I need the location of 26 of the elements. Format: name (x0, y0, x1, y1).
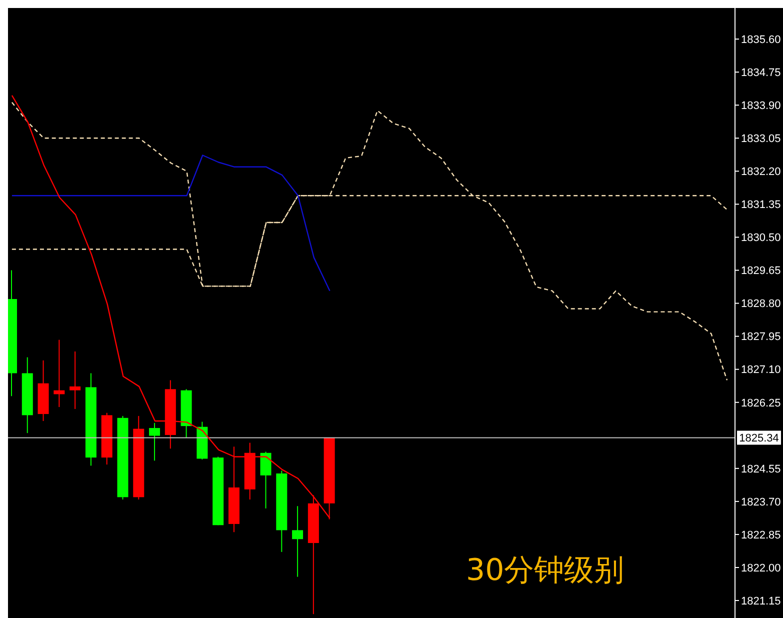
line-series (11, 102, 728, 381)
y-tick-label: 1826.25 (741, 397, 781, 410)
candlestick (149, 422, 160, 462)
y-tick-label: 1821.15 (741, 595, 781, 608)
y-tick-label: 1822.85 (741, 529, 781, 542)
y-tick-label: 1832.20 (741, 166, 781, 178)
ref-line-label: 1825.34 (739, 432, 779, 445)
y-tick-label: 1827.10 (741, 364, 781, 376)
y-tick-label: 1835.60 (741, 34, 781, 46)
y-tick-label: 1834.75 (741, 67, 781, 80)
candlestick (70, 350, 81, 410)
line-series (11, 154, 330, 292)
y-tick-label: 1829.65 (741, 265, 781, 278)
y-tick-label: 1833.05 (741, 133, 781, 146)
candlestick (260, 451, 272, 509)
y-tick-label: 1833.90 (741, 100, 781, 112)
y-tick-label: 1822.00 (741, 562, 781, 574)
y-tick-label: 1827.95 (741, 331, 781, 344)
y-tick-label: 1828.80 (741, 298, 781, 310)
annotation: 30分钟级别 (466, 552, 624, 590)
y-tick-label: 1831.35 (741, 199, 781, 212)
candlestick (54, 339, 65, 408)
y-tick-label: 1830.50 (741, 232, 781, 244)
y-tick-label: 1823.70 (741, 496, 781, 508)
y-tick-label: 1824.55 (741, 463, 781, 476)
candlestick (292, 506, 304, 578)
